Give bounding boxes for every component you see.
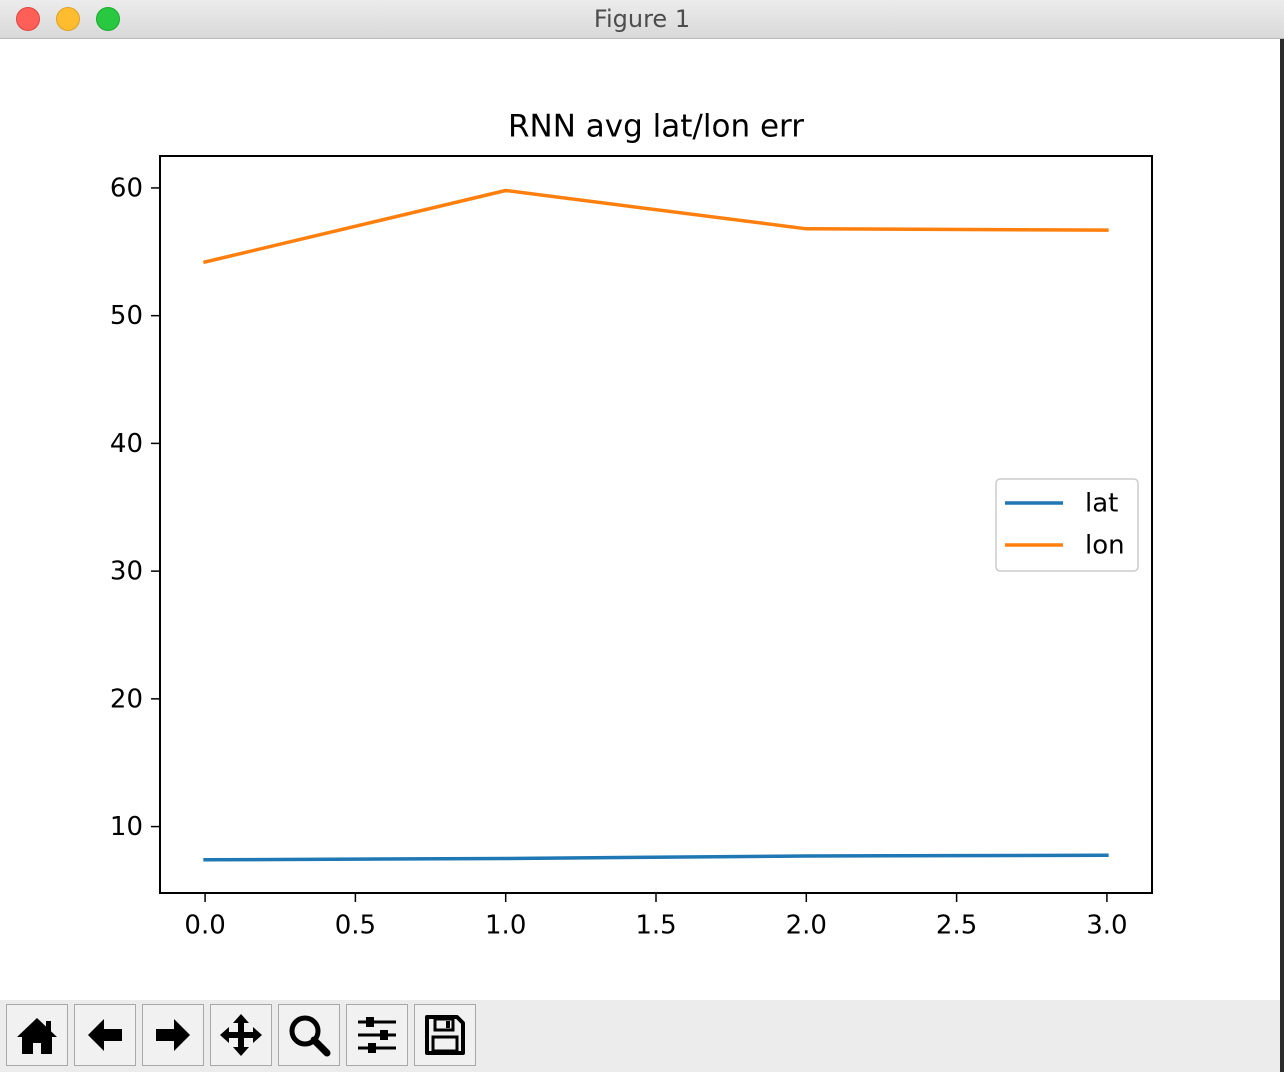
sliders-icon <box>358 1017 396 1053</box>
home-button[interactable] <box>6 1004 68 1066</box>
floppy-disk-icon <box>425 1015 465 1055</box>
chart-title: RNN avg lat/lon err <box>508 109 804 145</box>
window-edge <box>1280 39 1284 1072</box>
close-window-button[interactable] <box>16 7 40 31</box>
y-tick-label: 20 <box>110 684 143 714</box>
y-tick-label: 40 <box>110 429 143 459</box>
figure-canvas: RNN avg lat/lon err 0.0 0.5 1.0 1.5 2.0 2.5 3.0… <box>110 109 1153 941</box>
configure-subplots-button[interactable] <box>346 1004 408 1066</box>
magnifier-icon <box>289 1015 331 1057</box>
zoom-button[interactable] <box>278 1004 340 1066</box>
arrow-left-icon <box>88 1019 122 1051</box>
forward-button[interactable] <box>142 1004 204 1066</box>
legend-label: lat <box>1085 489 1118 519</box>
series-line-lon <box>202 188 1109 265</box>
y-tick-label: 50 <box>110 301 143 331</box>
x-tick-label: 2.5 <box>936 911 977 941</box>
x-tick-label: 1.0 <box>485 911 526 941</box>
legend-label: lon <box>1085 531 1125 561</box>
minimize-window-button[interactable] <box>56 7 80 31</box>
window-titlebar: Figure 1 <box>0 0 1284 39</box>
x-tick-label: 3.0 <box>1086 911 1127 941</box>
window-title: Figure 1 <box>593 5 691 33</box>
x-tick-label: 0.5 <box>335 911 376 941</box>
y-tick-label: 30 <box>110 557 143 587</box>
navigation-toolbar <box>0 1000 1280 1072</box>
y-tick-label: 60 <box>110 173 143 203</box>
arrow-right-icon <box>156 1019 190 1051</box>
home-icon <box>17 1018 57 1054</box>
chart: RNN avg lat/lon err 0.0 0.5 1.0 1.5 2.0 2.5 3.0… <box>110 109 1153 941</box>
y-tick-label: 10 <box>110 812 143 842</box>
series-line-lat <box>203 853 1109 862</box>
move-icon <box>220 1014 262 1056</box>
x-tick-label: 0.0 <box>184 911 225 941</box>
zoom-window-button[interactable] <box>96 7 120 31</box>
pan-button[interactable] <box>210 1004 272 1066</box>
save-button[interactable] <box>414 1004 476 1066</box>
x-tick-label: 2.0 <box>786 911 827 941</box>
x-tick-label: 1.5 <box>635 911 676 941</box>
back-button[interactable] <box>74 1004 136 1066</box>
